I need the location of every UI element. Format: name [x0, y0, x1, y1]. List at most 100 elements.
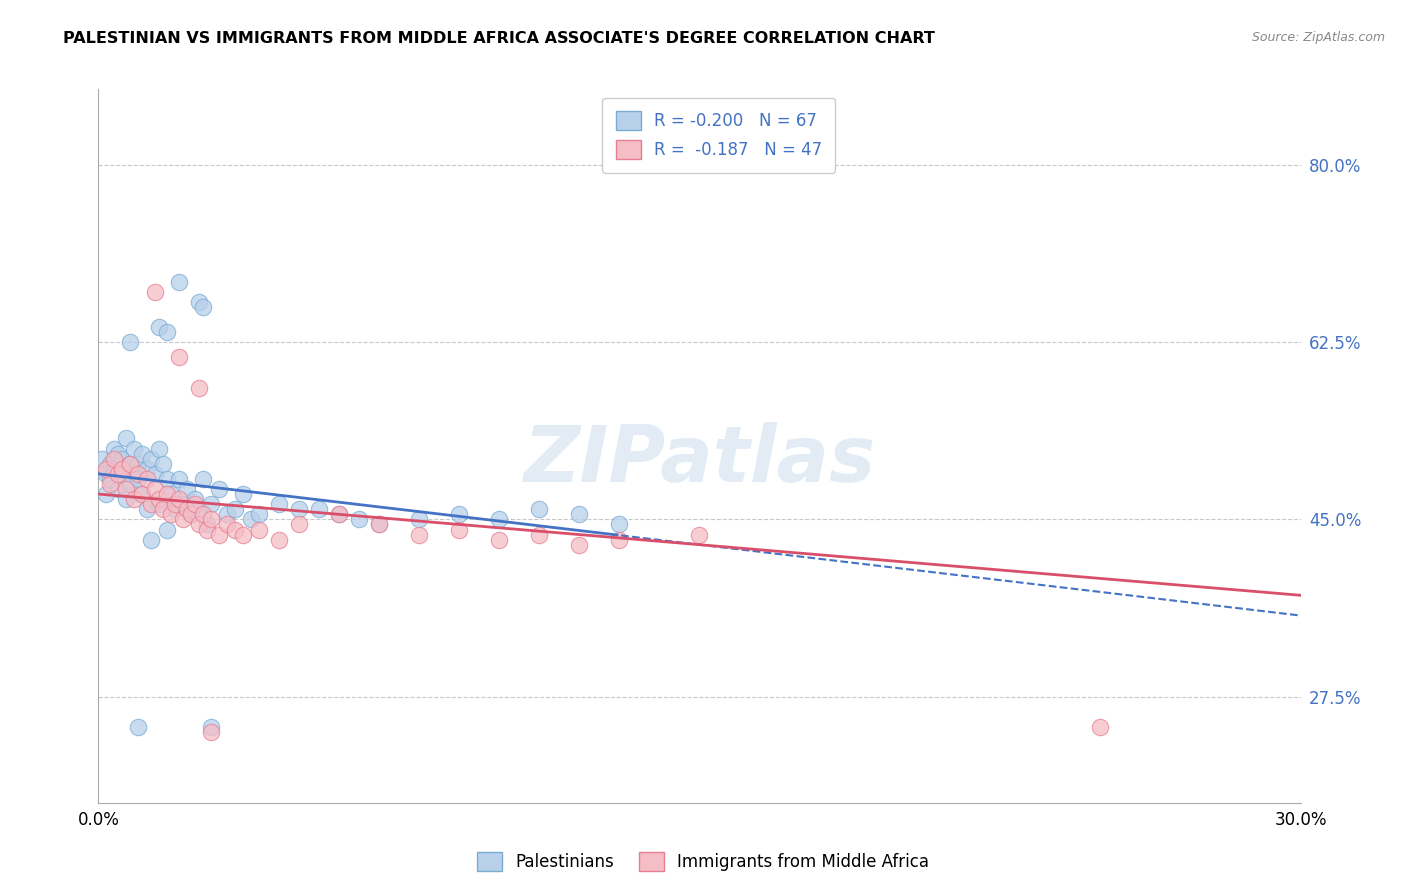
Point [163, 497, 186, 511]
Legend: Palestinians, Immigrants from Middle Africa: Palestinians, Immigrants from Middle Afr… [468, 843, 938, 880]
Text: PALESTINIAN VS IMMIGRANTS FROM MIDDLE AFRICA ASSOCIATE'S DEGREE CORRELATION CHAR: PALESTINIAN VS IMMIGRANTS FROM MIDDLE AF… [63, 31, 935, 46]
Point [111, 451, 134, 466]
Point [103, 451, 125, 466]
Point [195, 517, 218, 532]
Point [167, 492, 190, 507]
Point [103, 442, 125, 456]
Point [111, 467, 134, 481]
Point [408, 527, 430, 541]
Point [215, 508, 238, 522]
Point [172, 497, 194, 511]
Point [200, 512, 222, 526]
Point [187, 294, 209, 309]
Point [191, 508, 214, 522]
Text: ZIPatlas: ZIPatlas [523, 422, 876, 499]
Point [267, 497, 290, 511]
Point [689, 527, 711, 541]
Point [232, 487, 254, 501]
Point [247, 508, 270, 522]
Legend: R = -0.200   N = 67, R =  -0.187   N = 47: R = -0.200 N = 67, R = -0.187 N = 47 [602, 97, 835, 173]
Point [200, 720, 222, 734]
Point [128, 720, 150, 734]
Point [139, 451, 162, 466]
Point [124, 442, 146, 456]
Point [120, 457, 142, 471]
Point [172, 512, 194, 526]
Point [328, 508, 350, 522]
Point [135, 472, 157, 486]
Point [368, 517, 391, 532]
Point [488, 533, 510, 547]
Point [267, 533, 290, 547]
Point [159, 508, 181, 522]
Text: Source: ZipAtlas.com: Source: ZipAtlas.com [1251, 31, 1385, 45]
Point [176, 482, 198, 496]
Point [609, 517, 631, 532]
Point [155, 487, 177, 501]
Point [308, 502, 330, 516]
Point [167, 275, 190, 289]
Point [107, 482, 129, 496]
Point [568, 508, 591, 522]
Point [208, 482, 231, 496]
Point [111, 462, 134, 476]
Point [128, 467, 150, 481]
Point [609, 533, 631, 547]
Point [96, 467, 118, 481]
Point [115, 482, 138, 496]
Point [200, 725, 222, 739]
Point [187, 502, 209, 516]
Point [96, 462, 118, 476]
Point [176, 502, 198, 516]
Point [135, 502, 157, 516]
Point [128, 472, 150, 486]
Point [529, 527, 551, 541]
Point [447, 508, 470, 522]
Point [91, 451, 114, 466]
Point [183, 497, 205, 511]
Point [148, 320, 170, 334]
Point [115, 492, 138, 507]
Point [163, 502, 186, 516]
Point [200, 497, 222, 511]
Point [143, 482, 166, 496]
Point [408, 512, 430, 526]
Point [215, 517, 238, 532]
Point [195, 523, 218, 537]
Point [143, 285, 166, 299]
Point [103, 462, 125, 476]
Point [155, 325, 177, 339]
Point [159, 487, 181, 501]
Point [187, 517, 209, 532]
Point [180, 508, 202, 522]
Point [568, 538, 591, 552]
Point [107, 447, 129, 461]
Point [288, 502, 311, 516]
Point [100, 477, 122, 491]
Point [288, 517, 311, 532]
Point [167, 472, 190, 486]
Point [131, 487, 153, 501]
Point [148, 492, 170, 507]
Point [96, 487, 118, 501]
Point [115, 431, 138, 445]
Point [180, 508, 202, 522]
Point [447, 523, 470, 537]
Point [224, 502, 246, 516]
Point [124, 492, 146, 507]
Point [148, 442, 170, 456]
Point [232, 527, 254, 541]
Point [191, 300, 214, 314]
Point [224, 523, 246, 537]
Point [208, 527, 231, 541]
Point [139, 533, 162, 547]
Point [152, 457, 174, 471]
Point [120, 477, 142, 491]
Point [100, 472, 122, 486]
Point [529, 502, 551, 516]
Point [100, 457, 122, 471]
Point [143, 467, 166, 481]
Point [187, 381, 209, 395]
Point [1088, 720, 1111, 734]
Point [368, 517, 391, 532]
